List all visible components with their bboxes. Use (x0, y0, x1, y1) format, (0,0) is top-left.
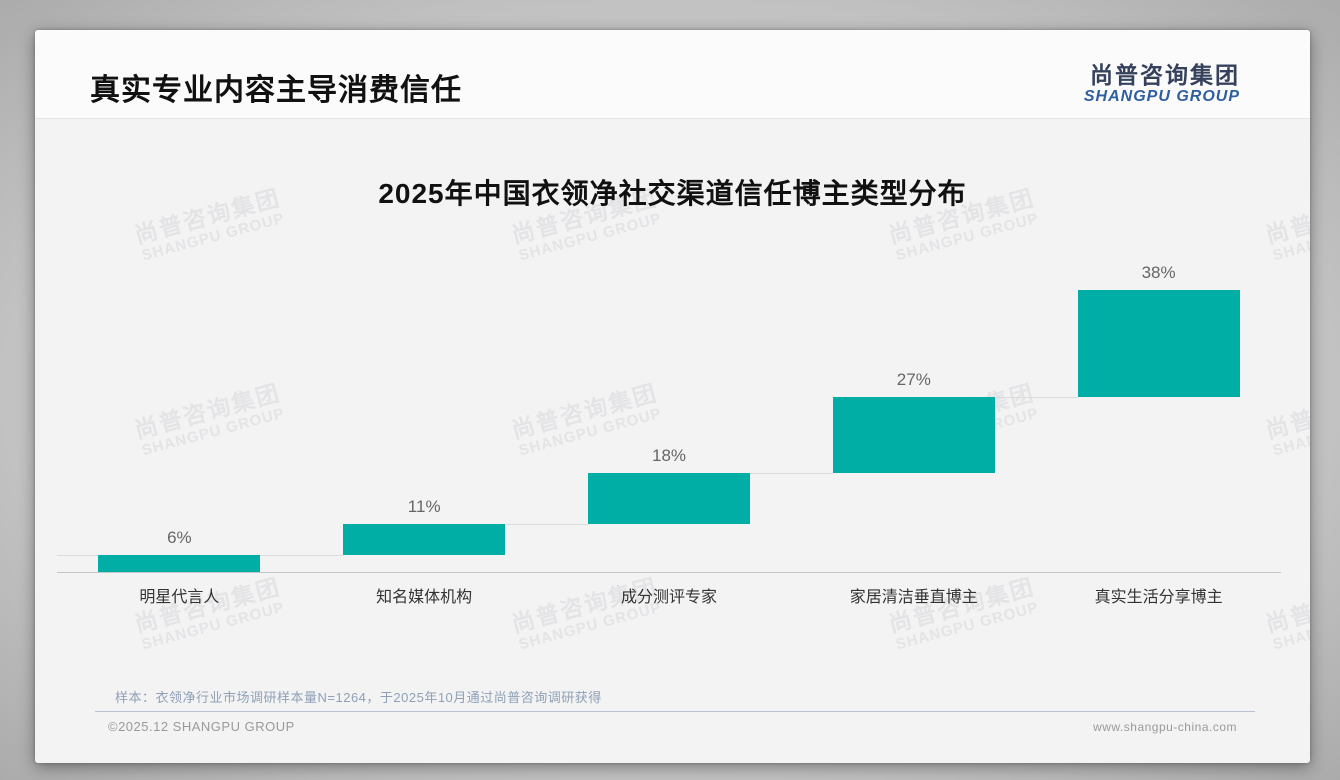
step-connector-line (994, 397, 1078, 399)
watermark-text-en: SHANGPU GROUP (139, 209, 287, 265)
value-label: 6% (167, 528, 192, 548)
logo-english-name: SHANGPU GROUP (1083, 88, 1240, 105)
value-label: 11% (407, 497, 441, 517)
footer-copyright: ©2025.12 SHANGPU GROUP (108, 719, 295, 734)
footer-website: www.shangpu-china.com (1093, 720, 1237, 734)
step-connector-line (505, 524, 588, 526)
step-connector-line (260, 555, 344, 557)
value-label: 18% (651, 446, 687, 466)
company-logo: 尚普咨询集团 SHANGPU GROUP (1084, 62, 1240, 106)
sample-note: 样本：衣领净行业市场调研样本量N=1264，于2025年10月通过尚普咨询调研获… (115, 690, 602, 705)
bar-5 (1077, 290, 1240, 398)
value-label: 27% (896, 370, 931, 390)
watermark-text-en: SHANGPU GROUP (516, 209, 664, 265)
step-connector-line (57, 555, 99, 557)
category-label: 明星代言人 (139, 589, 220, 606)
category-label: 家居清洁垂直博主 (849, 589, 978, 606)
footer-divider (95, 711, 1255, 712)
category-label: 真实生活分享博主 (1094, 589, 1223, 606)
chart-plot: 6% 明星代言人 11% 知名媒体机构 18% 成分测评专家 27% 家居清洁垂直博主 38% 真… (57, 263, 1281, 610)
x-axis-line (57, 572, 1281, 573)
value-label: 38% (1141, 263, 1176, 282)
page-title: 真实专业内容主导消费信任 (90, 74, 462, 107)
slide-header: 真实专业内容主导消费信任 尚普咨询集团 SHANGPU GROUP (35, 30, 1310, 119)
watermark-text-en: SHANGPU GROUP (1270, 210, 1310, 265)
bar-4 (832, 397, 995, 474)
category-label: 成分测评专家 (620, 589, 717, 606)
category-label: 知名媒体机构 (376, 589, 473, 606)
watermark-text-en: SHANGPU GROUP (893, 209, 1041, 265)
chart-title: 2025年中国衣领净社交渠道信任博主类型分布 (378, 178, 967, 209)
bar-3 (588, 473, 750, 525)
bar-1 (98, 555, 261, 572)
bar-2 (343, 524, 506, 556)
logo-chinese-name: 尚普咨询集团 (1090, 62, 1240, 88)
slide-card: 真实专业内容主导消费信任 尚普咨询集团 SHANGPU GROUP 尚普咨询集团… (35, 30, 1310, 763)
step-connector-line (750, 473, 833, 475)
